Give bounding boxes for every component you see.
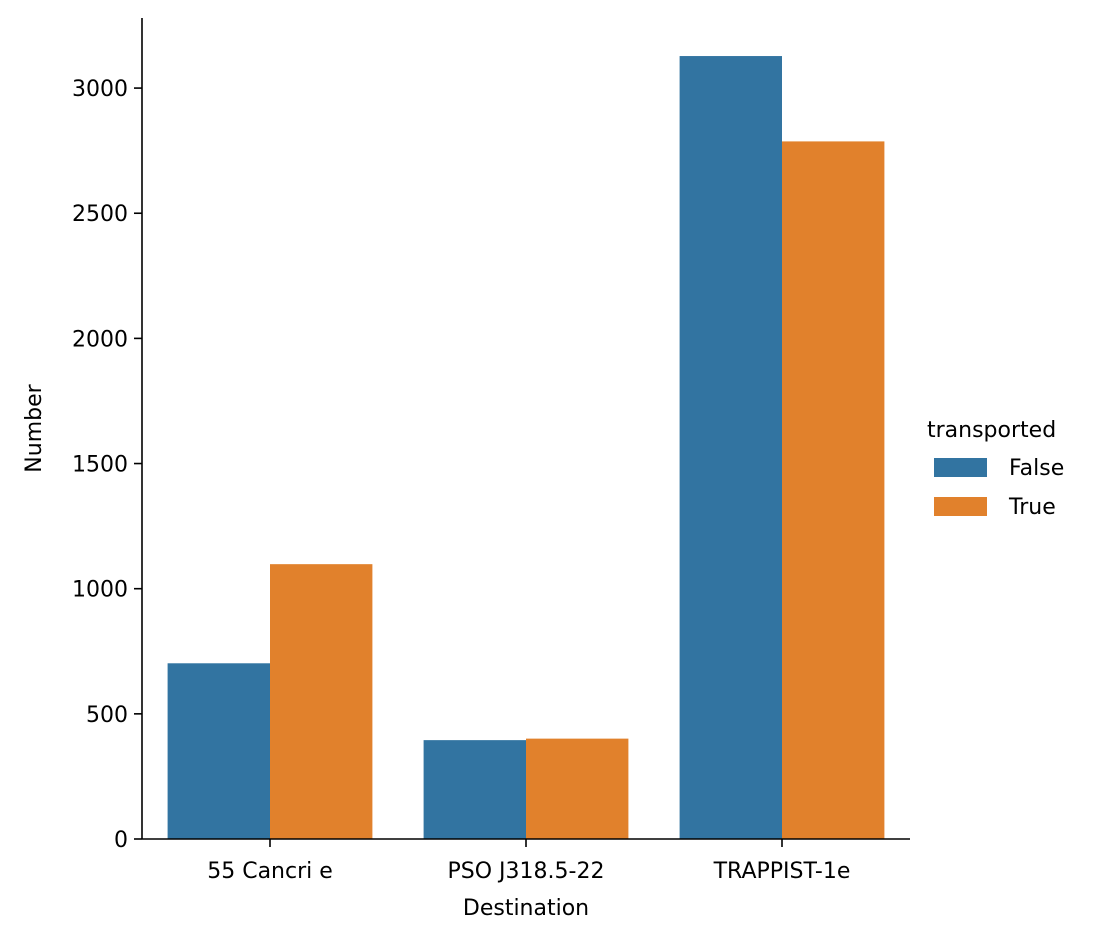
y-axis-title: Number [22,383,47,472]
y-tick-label: 500 [86,703,128,728]
y-ticks: 0 500 1000 1500 2000 2500 3000 [72,77,142,853]
legend-swatch-true [934,497,987,516]
legend-title: transported [927,418,1056,443]
y-tick-label: 1000 [72,578,128,603]
y-tick-label: 2000 [72,327,128,352]
bar-false-1 [423,740,526,839]
x-tick-label: TRAPPIST-1e [713,859,851,884]
legend-swatch-false [934,458,987,477]
bars-layer [167,56,885,840]
y-tick-label: 1500 [72,453,128,478]
bar-false-0 [167,663,270,839]
bar-false-2 [679,56,782,840]
x-tick-label: PSO J318.5-22 [448,859,605,884]
bar-true-0 [270,564,373,839]
x-ticks: 55 Cancri e PSO J318.5-22 TRAPPIST-1e [207,839,850,884]
x-tick-label: 55 Cancri e [207,859,333,884]
legend-label-false: False [1009,456,1064,481]
bar-true-1 [526,738,629,839]
bar-true-2 [782,141,885,840]
legend-items: False True [934,456,1064,520]
legend: transported False True [927,418,1064,520]
y-tick-label: 0 [114,828,128,853]
x-axis-title: Destination [463,896,589,921]
y-tick-label: 2500 [72,202,128,227]
legend-label-true: True [1008,495,1056,520]
y-tick-label: 3000 [72,77,128,102]
